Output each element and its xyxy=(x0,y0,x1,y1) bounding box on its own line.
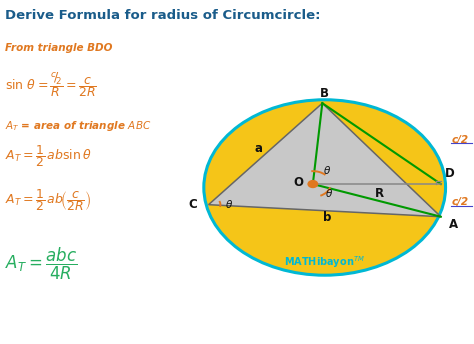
Text: B: B xyxy=(320,87,329,100)
Text: b: b xyxy=(323,211,331,224)
Text: $A_T$ = area of triangle $ABC$: $A_T$ = area of triangle $ABC$ xyxy=(5,119,151,133)
Text: MATHibayon$^{TM}$: MATHibayon$^{TM}$ xyxy=(284,254,365,270)
Text: $\theta$: $\theta$ xyxy=(325,187,334,198)
Text: C: C xyxy=(188,198,197,211)
Circle shape xyxy=(204,100,446,275)
Text: a: a xyxy=(255,142,262,155)
Polygon shape xyxy=(209,103,441,217)
Text: R: R xyxy=(374,187,384,200)
Text: $\sin\,\theta = \dfrac{^c\!/\!_2}{R} = \dfrac{c}{2R}$: $\sin\,\theta = \dfrac{^c\!/\!_2}{R} = \… xyxy=(5,71,97,99)
Text: c/2: c/2 xyxy=(451,197,468,207)
Text: O: O xyxy=(293,176,303,189)
Circle shape xyxy=(308,181,318,187)
Text: $A_T = \dfrac{abc}{4R}$: $A_T = \dfrac{abc}{4R}$ xyxy=(5,246,77,282)
Text: $\theta$: $\theta$ xyxy=(323,164,331,175)
Text: c/2: c/2 xyxy=(451,135,468,145)
Text: $A_T = \dfrac{1}{2}\,ab\sin\theta$: $A_T = \dfrac{1}{2}\,ab\sin\theta$ xyxy=(5,143,91,169)
Text: From triangle BDO: From triangle BDO xyxy=(5,43,112,53)
Text: D: D xyxy=(445,167,455,180)
Text: $A_T = \dfrac{1}{2}\,ab\!\left(\dfrac{c}{2R}\right)$: $A_T = \dfrac{1}{2}\,ab\!\left(\dfrac{c}… xyxy=(5,187,91,213)
Text: $\theta$: $\theta$ xyxy=(225,198,233,209)
Text: A: A xyxy=(449,218,458,232)
Text: Derive Formula for radius of Circumcircle:: Derive Formula for radius of Circumcircl… xyxy=(5,9,320,22)
